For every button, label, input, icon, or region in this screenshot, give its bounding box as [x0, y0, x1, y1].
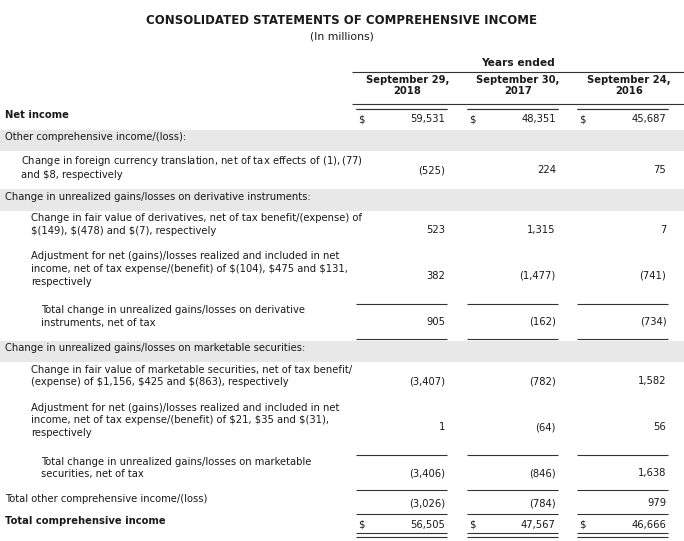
Text: Net income: Net income — [5, 110, 69, 120]
Text: Total change in unrealized gains/losses on derivative
instruments, net of tax: Total change in unrealized gains/losses … — [41, 305, 305, 328]
Text: Change in fair value of marketable securities, net of tax benefit/
(expense) of : Change in fair value of marketable secur… — [31, 365, 352, 387]
Text: (1,477): (1,477) — [520, 271, 556, 281]
Text: Change in foreign currency translation, net of tax effects of $(1), $(77)
and $8: Change in foreign currency translation, … — [21, 154, 363, 181]
Text: $: $ — [469, 114, 475, 124]
Text: 979: 979 — [647, 498, 666, 508]
Text: 7: 7 — [660, 225, 666, 235]
Text: Adjustment for net (gains)/losses realized and included in net
income, net of ta: Adjustment for net (gains)/losses realiz… — [31, 251, 348, 287]
Text: Other comprehensive income/(loss):: Other comprehensive income/(loss): — [5, 132, 187, 142]
Text: Years ended: Years ended — [482, 58, 555, 68]
Text: Total other comprehensive income/(loss): Total other comprehensive income/(loss) — [5, 494, 208, 504]
Text: $: $ — [579, 114, 586, 124]
Text: 45,687: 45,687 — [631, 114, 666, 124]
Text: 1,315: 1,315 — [527, 225, 556, 235]
Text: (3,406): (3,406) — [409, 469, 445, 478]
Text: Change in unrealized gains/losses on derivative instruments:: Change in unrealized gains/losses on der… — [5, 192, 311, 201]
Text: Change in unrealized gains/losses on marketable securities:: Change in unrealized gains/losses on mar… — [5, 343, 306, 353]
Bar — [0, 341, 684, 362]
Text: (741): (741) — [640, 271, 666, 281]
Text: 905: 905 — [426, 317, 445, 327]
Text: (734): (734) — [640, 317, 666, 327]
Text: September 29,
2018: September 29, 2018 — [366, 75, 449, 96]
Text: $: $ — [579, 520, 586, 530]
Text: (162): (162) — [529, 317, 556, 327]
Text: 382: 382 — [426, 271, 445, 281]
Text: 1: 1 — [439, 423, 445, 432]
Text: $: $ — [358, 520, 365, 530]
Text: (525): (525) — [419, 166, 445, 175]
Text: 48,351: 48,351 — [521, 114, 556, 124]
Text: 1,638: 1,638 — [638, 469, 666, 478]
Text: (846): (846) — [529, 469, 556, 478]
Text: Adjustment for net (gains)/losses realized and included in net
income, net of ta: Adjustment for net (gains)/losses realiz… — [31, 403, 340, 438]
Text: CONSOLIDATED STATEMENTS OF COMPREHENSIVE INCOME: CONSOLIDATED STATEMENTS OF COMPREHENSIVE… — [146, 14, 538, 27]
Text: 46,666: 46,666 — [631, 520, 666, 530]
Text: 59,531: 59,531 — [410, 114, 445, 124]
Text: (64): (64) — [536, 423, 556, 432]
Text: 56: 56 — [654, 423, 666, 432]
Text: (3,026): (3,026) — [409, 498, 445, 508]
Text: 1,582: 1,582 — [637, 377, 666, 386]
Bar — [0, 130, 684, 151]
Text: 47,567: 47,567 — [521, 520, 556, 530]
Text: 224: 224 — [537, 166, 556, 175]
Text: September 30,
2017: September 30, 2017 — [477, 75, 560, 96]
Text: (784): (784) — [529, 498, 556, 508]
Text: $: $ — [358, 114, 365, 124]
Text: Total change in unrealized gains/losses on marketable
securities, net of tax: Total change in unrealized gains/losses … — [41, 457, 311, 479]
Text: (In millions): (In millions) — [310, 31, 374, 41]
Text: (782): (782) — [529, 377, 556, 386]
Text: $: $ — [469, 520, 475, 530]
Text: 75: 75 — [654, 166, 666, 175]
Text: Total comprehensive income: Total comprehensive income — [5, 516, 166, 526]
Text: September 24,
2016: September 24, 2016 — [587, 75, 670, 96]
Bar — [0, 189, 684, 211]
Text: Change in fair value of derivatives, net of tax benefit/(expense) of
$(149), $(4: Change in fair value of derivatives, net… — [31, 213, 363, 236]
Text: 56,505: 56,505 — [410, 520, 445, 530]
Text: 523: 523 — [426, 225, 445, 235]
Text: (3,407): (3,407) — [409, 377, 445, 386]
